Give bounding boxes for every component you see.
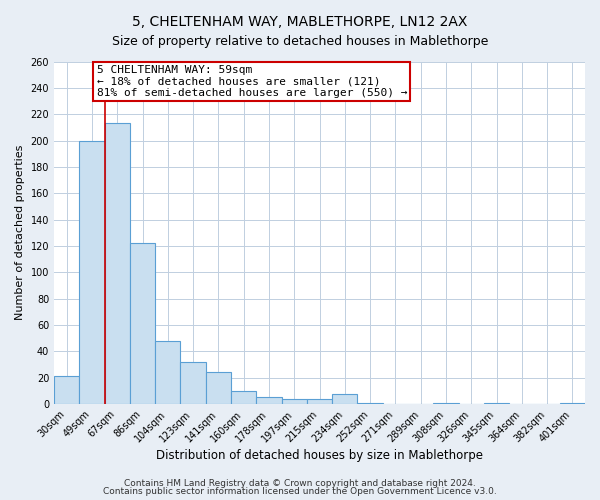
Bar [155, 341, 181, 404]
Text: Size of property relative to detached houses in Mablethorpe: Size of property relative to detached ho… [112, 35, 488, 48]
Y-axis label: Number of detached properties: Number of detached properties [15, 145, 25, 320]
Text: Contains public sector information licensed under the Open Government Licence v3: Contains public sector information licen… [103, 487, 497, 496]
Bar [206, 372, 231, 404]
Bar [358, 403, 383, 404]
Bar [231, 391, 256, 404]
Bar [484, 403, 509, 404]
Bar [104, 124, 130, 404]
Text: Contains HM Land Registry data © Crown copyright and database right 2024.: Contains HM Land Registry data © Crown c… [124, 478, 476, 488]
Text: 5 CHELTENHAM WAY: 59sqm
← 18% of detached houses are smaller (121)
81% of semi-d: 5 CHELTENHAM WAY: 59sqm ← 18% of detache… [97, 65, 407, 98]
Bar [281, 399, 307, 404]
Bar [307, 399, 332, 404]
Bar [560, 403, 585, 404]
Bar [433, 403, 458, 404]
Bar [54, 376, 79, 404]
X-axis label: Distribution of detached houses by size in Mablethorpe: Distribution of detached houses by size … [156, 450, 483, 462]
Bar [130, 244, 155, 404]
Bar [181, 362, 206, 404]
Bar [256, 398, 281, 404]
Bar [332, 394, 358, 404]
Bar [79, 140, 104, 404]
Text: 5, CHELTENHAM WAY, MABLETHORPE, LN12 2AX: 5, CHELTENHAM WAY, MABLETHORPE, LN12 2AX [133, 15, 467, 29]
